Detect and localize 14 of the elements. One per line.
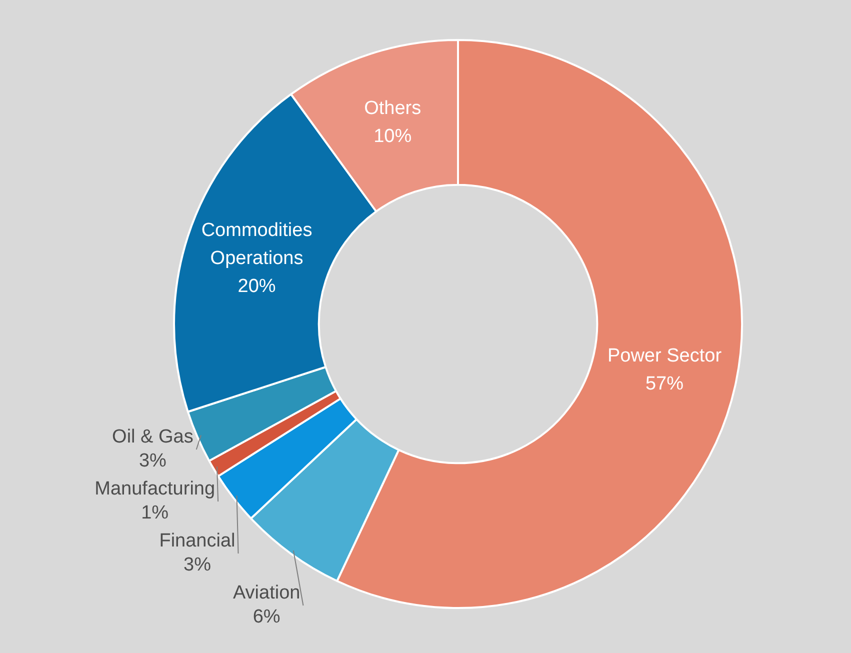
slice-label: Commodities Operations — [201, 220, 312, 269]
slice-label: Manufacturing — [94, 478, 216, 500]
data-label: 1% — [141, 502, 169, 524]
slice-label: Oil & Gas — [112, 426, 194, 448]
data-label: 3% — [184, 554, 212, 576]
slice-label: Power Sector — [607, 345, 722, 366]
data-label: 57% — [645, 373, 684, 394]
data-label: 6% — [252, 606, 280, 628]
data-label: 3% — [138, 450, 167, 472]
slice-label: Others — [364, 98, 422, 120]
slice-label: Aviation — [232, 582, 300, 604]
slice-label: Financial — [159, 530, 236, 552]
data-label: 10% — [374, 126, 412, 148]
data-label: 20% — [238, 276, 276, 297]
